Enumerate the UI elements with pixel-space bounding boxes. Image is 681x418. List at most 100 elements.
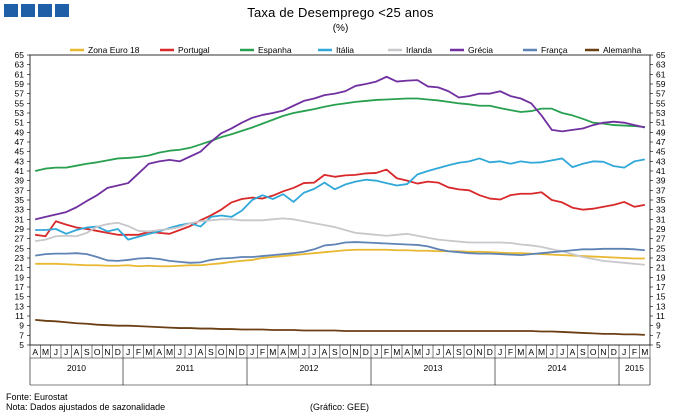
x-tick-label-month: F	[136, 347, 141, 357]
x-tick-label-month: M	[641, 347, 648, 357]
y-tick-label-left: 39	[15, 176, 25, 186]
x-tick-label-month: D	[487, 347, 493, 357]
y-tick-label-left: 47	[15, 137, 25, 147]
y-tick-label-right: 19	[656, 272, 666, 282]
x-tick-label-month: S	[580, 347, 586, 357]
x-tick-label-month: J	[426, 347, 430, 357]
y-tick-label-left: 23	[15, 253, 25, 263]
x-tick-label-month: M	[166, 347, 173, 357]
y-tick-label-right: 11	[656, 311, 665, 321]
x-tick-label-month: J	[188, 347, 192, 357]
x-tick-label-month: A	[322, 347, 328, 357]
y-tick-label-right: 49	[656, 127, 666, 137]
y-tick-label-left: 9	[19, 321, 24, 331]
y-tick-label-right: 21	[656, 263, 666, 273]
x-tick-label-month: J	[312, 347, 316, 357]
x-tick-label-month: M	[269, 347, 276, 357]
y-tick-label-left: 53	[15, 108, 25, 118]
x-tick-label-month: A	[446, 347, 452, 357]
y-tick-label-left: 63	[15, 60, 25, 70]
series-line-espanha	[34, 97, 645, 172]
x-tick-label-month: A	[280, 347, 286, 357]
y-tick-label-right: 23	[656, 253, 666, 263]
y-tick-label-right: 59	[656, 79, 666, 89]
y-tick-label-right: 41	[656, 166, 666, 176]
x-tick-label-month: A	[156, 347, 162, 357]
x-tick-label-year: 2011	[176, 363, 195, 373]
legend-label: Itália	[336, 45, 354, 55]
y-tick-label-right: 55	[656, 98, 666, 108]
x-tick-label-month: J	[374, 347, 378, 357]
y-tick-label-right: 31	[656, 214, 666, 224]
x-tick-label-month: S	[84, 347, 90, 357]
x-tick-label-month: O	[466, 347, 473, 357]
footer-source: Fonte: Eurostat	[6, 392, 68, 402]
x-tick-label-month: N	[476, 347, 482, 357]
x-tick-label-month: F	[508, 347, 513, 357]
x-tick-label-month: S	[456, 347, 462, 357]
y-tick-label-left: 59	[15, 79, 25, 89]
y-tick-label-left: 57	[15, 89, 25, 99]
x-tick-label-year: 2014	[548, 363, 567, 373]
x-tick-label-month: J	[622, 347, 626, 357]
x-tick-label-month: J	[178, 347, 182, 357]
x-tick-label-year: 2013	[424, 363, 443, 373]
y-tick-label-left: 41	[15, 166, 25, 176]
y-tick-label-left: 33	[15, 205, 25, 215]
x-tick-label-month: N	[104, 347, 110, 357]
x-tick-label-month: O	[218, 347, 225, 357]
y-tick-label-right: 47	[656, 137, 666, 147]
x-tick-label-year: 2010	[67, 363, 86, 373]
x-tick-label-month: S	[208, 347, 214, 357]
y-tick-label-left: 17	[15, 282, 25, 292]
x-tick-label-month: J	[126, 347, 130, 357]
x-tick-label-month: D	[611, 347, 617, 357]
x-tick-label-month: O	[590, 347, 597, 357]
x-tick-label-month: D	[115, 347, 121, 357]
x-tick-label-month: F	[260, 347, 265, 357]
y-tick-label-right: 15	[656, 292, 666, 302]
chart-subtitle: (%)	[332, 23, 349, 34]
legend-label: Irlanda	[406, 45, 432, 55]
y-tick-label-left: 35	[15, 195, 25, 205]
y-tick-label-right: 39	[656, 176, 666, 186]
x-tick-label-month: M	[414, 347, 421, 357]
logo-block	[55, 4, 69, 17]
series-line-zona-euro-18	[35, 248, 645, 268]
footer-note: Nota: Dados ajustados de sazonalidade	[6, 402, 166, 412]
x-tick-label-month: M	[145, 347, 152, 357]
y-tick-label-right: 61	[656, 69, 666, 79]
y-tick-label-right: 7	[656, 330, 661, 340]
legend-label: Espanha	[258, 45, 292, 55]
y-tick-label-right: 65	[656, 50, 666, 60]
legend-label: Zona Euro 18	[88, 45, 140, 55]
y-tick-label-left: 15	[15, 292, 25, 302]
y-tick-label-right: 35	[656, 195, 666, 205]
x-tick-label-month: J	[436, 347, 440, 357]
y-tick-label-right: 17	[656, 282, 666, 292]
y-tick-label-left: 55	[15, 98, 25, 108]
logo-block	[38, 4, 52, 17]
x-tick-label-month: S	[332, 347, 338, 357]
y-tick-label-right: 33	[656, 205, 666, 215]
y-tick-label-right: 27	[656, 234, 666, 244]
legend-label: Grécia	[468, 45, 493, 55]
x-tick-label-month: M	[393, 347, 400, 357]
x-tick-label-month: O	[342, 347, 349, 357]
y-tick-label-right: 5	[656, 340, 661, 350]
y-tick-label-left: 49	[15, 127, 25, 137]
x-tick-label-month: F	[384, 347, 389, 357]
x-tick-label-year: 2012	[300, 363, 319, 373]
x-tick-label-month: N	[228, 347, 234, 357]
y-tick-label-right: 37	[656, 185, 666, 195]
y-tick-label-right: 13	[656, 301, 666, 311]
x-tick-label-month: M	[517, 347, 524, 357]
series-line-it-lia	[35, 157, 645, 241]
x-tick-label-month: J	[560, 347, 564, 357]
y-tick-label-left: 51	[15, 118, 25, 128]
x-tick-label-month: M	[290, 347, 297, 357]
x-tick-label-month: J	[250, 347, 254, 357]
x-tick-label-month: A	[528, 347, 534, 357]
legend-label: Alemanha	[603, 45, 642, 55]
